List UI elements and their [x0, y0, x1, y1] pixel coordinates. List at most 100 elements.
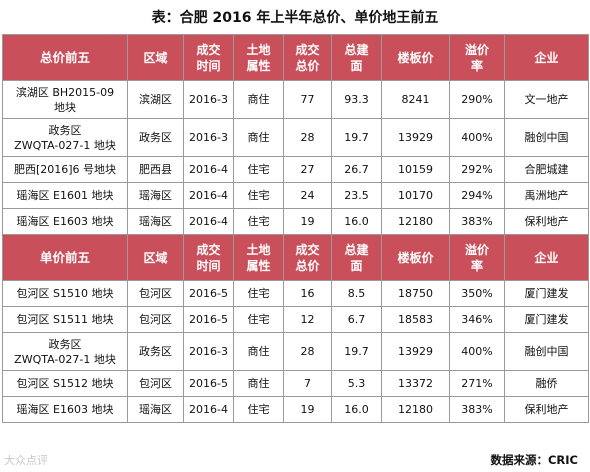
unit-cell-developer: 融侨 [504, 370, 589, 397]
unit-cell-land-use: 商住 [233, 370, 284, 397]
unit-cell-district: 包河区 [127, 280, 184, 307]
unit-header-floor-area: 总建面 [331, 234, 382, 281]
unit-table-row: 瑶海区 E1603 地块 瑶海区 2016-4 住宅 19 16.0 12180 383% 保利… [2, 396, 589, 423]
unit-cell-deal-date: 2016-5 [183, 370, 234, 397]
unit-table-row: 政务区 ZWQTA-027-1 地块 政务区 2016-3 商住 28 19.7 13929 4… [2, 332, 589, 371]
total-cell-developer: 保利地产 [504, 208, 589, 235]
unit-cell-total-price: 16 [283, 280, 332, 307]
unit-cell-land-use: 商住 [233, 332, 284, 371]
total-cell-district: 瑶海区 [127, 182, 184, 209]
total-cell-total-price: 28 [283, 118, 332, 157]
total-header-floor-area: 总建面 [331, 34, 382, 81]
total-header-district: 区域 [127, 34, 184, 81]
unit-cell-floor-price: 13929 [381, 332, 450, 371]
unit-cell-premium-rate: 350% [449, 280, 505, 307]
total-cell-land-use: 住宅 [233, 156, 284, 183]
unit-cell-deal-date: 2016-5 [183, 306, 234, 333]
unit-cell-total-price: 7 [283, 370, 332, 397]
unit-header-group: 单价前五 区域 成交 时间 土地 属性 成交 总价 总建面楼板价 溢价率企业 [2, 234, 589, 281]
unit-cell-deal-date: 2016-3 [183, 332, 234, 371]
total-cell-total-price: 77 [283, 80, 332, 119]
total-table-row: 瑶海区 E1603 地块 瑶海区 2016-4 住宅 19 16.0 12180 383% 保利… [2, 208, 589, 235]
total-cell-total-price: 19 [283, 208, 332, 235]
table-caption: 表：合肥 2016 年上半年总价、单价地王前五 [151, 10, 439, 26]
unit-cell-district: 政务区 [127, 332, 184, 371]
total-cell-land-use: 住宅 [233, 208, 284, 235]
unit-cell-floor-price: 13372 [381, 370, 450, 397]
total-cell-floor-price: 8241 [381, 80, 450, 119]
total-cell-floor-area: 16.0 [331, 208, 382, 235]
unit-cell-developer: 保利地产 [504, 396, 589, 423]
total-cell-land-name: 瑶海区 E1603 地块 [2, 208, 128, 235]
unit-cell-deal-date: 2016-4 [183, 396, 234, 423]
total-header-premium-rate: 溢价率 [449, 34, 505, 81]
unit-table-row: 包河区 S1511 地块 包河区 2016-5 住宅 12 6.7 18583 346% 厦门建… [2, 306, 589, 333]
unit-header-premium-rate: 溢价率 [449, 234, 505, 281]
unit-cell-land-name: 瑶海区 E1603 地块 [2, 396, 128, 423]
unit-table-row: 包河区 S1510 地块 包河区 2016-5 住宅 16 8.5 18750 350% 厦门建… [2, 280, 589, 307]
total-cell-developer: 禹洲地产 [504, 182, 589, 209]
total-header-deal-date: 成交 时间 [183, 34, 234, 81]
total-table-row: 瑶海区 E1601 地块 瑶海区 2016-4 住宅 24 23.5 10170 294% 禹洲… [2, 182, 589, 209]
total-cell-floor-price: 10170 [381, 182, 450, 209]
total-cell-deal-date: 2016-4 [183, 156, 234, 183]
total-cell-premium-rate: 292% [449, 156, 505, 183]
unit-header-deal-date: 成交 时间 [183, 234, 234, 281]
total-cell-district: 肥西县 [127, 156, 184, 183]
unit-cell-developer: 厦门建发 [504, 280, 589, 307]
unit-cell-land-name: 包河区 S1512 地块 [2, 370, 128, 397]
watermark: 大众点评 [4, 454, 48, 467]
total-cell-land-use: 住宅 [233, 182, 284, 209]
total-cell-total-price: 27 [283, 156, 332, 183]
unit-cell-developer: 厦门建发 [504, 306, 589, 333]
unit-cell-developer: 融创中国 [504, 332, 589, 371]
land-king-table: 总价前五 区域 成交 时间 土地 属性 成交 总价 总建面楼板价 溢价率企业 滨湖区 BH2015… [2, 34, 589, 423]
total-cell-deal-date: 2016-4 [183, 208, 234, 235]
total-header-land-use: 土地 属性 [233, 34, 284, 81]
total-table-body: 滨湖区 BH2015-09 地块 滨湖区 2016-3 商住 77 93.3 8241 290%… [2, 80, 589, 235]
unit-cell-premium-rate: 346% [449, 306, 505, 333]
total-cell-floor-price: 13929 [381, 118, 450, 157]
unit-table-row: 包河区 S1512 地块 包河区 2016-5 商住 7 5.3 13372 271% 融侨 [2, 370, 589, 397]
total-cell-floor-price: 10159 [381, 156, 450, 183]
total-cell-floor-area: 23.5 [331, 182, 382, 209]
total-cell-developer: 文一地产 [504, 80, 589, 119]
unit-cell-deal-date: 2016-5 [183, 280, 234, 307]
total-cell-deal-date: 2016-3 [183, 80, 234, 119]
footer: 大众点评 数据来源：CRIC [0, 446, 590, 472]
total-cell-district: 政务区 [127, 118, 184, 157]
total-cell-total-price: 24 [283, 182, 332, 209]
unit-cell-floor-area: 8.5 [331, 280, 382, 307]
total-cell-deal-date: 2016-3 [183, 118, 234, 157]
unit-header-land-use: 土地 属性 [233, 234, 284, 281]
unit-cell-land-use: 住宅 [233, 306, 284, 333]
total-cell-floor-area: 19.7 [331, 118, 382, 157]
total-table-row: 肥西[2016]6 号地块 肥西县 2016-4 住宅 27 26.7 10159 292% 合… [2, 156, 589, 183]
total-cell-developer: 合肥城建 [504, 156, 589, 183]
unit-cell-floor-price: 18583 [381, 306, 450, 333]
total-cell-land-name: 肥西[2016]6 号地块 [2, 156, 128, 183]
total-cell-land-name: 瑶海区 E1601 地块 [2, 182, 128, 209]
total-cell-premium-rate: 400% [449, 118, 505, 157]
total-table-row: 滨湖区 BH2015-09 地块 滨湖区 2016-3 商住 77 93.3 8241 290%… [2, 80, 589, 119]
total-table-row: 政务区 ZWQTA-027-1 地块 政务区 2016-3 商住 28 19.7 13929 4… [2, 118, 589, 157]
total-cell-floor-area: 26.7 [331, 156, 382, 183]
unit-cell-land-use: 住宅 [233, 280, 284, 307]
total-cell-premium-rate: 294% [449, 182, 505, 209]
unit-cell-district: 包河区 [127, 306, 184, 333]
unit-cell-premium-rate: 383% [449, 396, 505, 423]
total-header-floor-price: 楼板价 [381, 34, 450, 81]
unit-cell-land-use: 住宅 [233, 396, 284, 423]
unit-cell-total-price: 12 [283, 306, 332, 333]
unit-header-total-price: 成交 总价 [283, 234, 332, 281]
unit-header-floor-price: 楼板价 [381, 234, 450, 281]
total-cell-land-name: 政务区 ZWQTA-027-1 地块 [2, 118, 128, 157]
unit-cell-district: 瑶海区 [127, 396, 184, 423]
total-cell-developer: 融创中国 [504, 118, 589, 157]
unit-table-body: 包河区 S1510 地块 包河区 2016-5 住宅 16 8.5 18750 350% 厦门建… [2, 280, 589, 423]
unit-cell-land-name: 包河区 S1510 地块 [2, 280, 128, 307]
unit-header-row: 单价前五 区域 成交 时间 土地 属性 成交 总价 总建面楼板价 溢价率企业 [2, 234, 589, 281]
unit-cell-floor-area: 16.0 [331, 396, 382, 423]
total-cell-land-use: 商住 [233, 80, 284, 119]
unit-cell-land-name: 包河区 S1511 地块 [2, 306, 128, 333]
